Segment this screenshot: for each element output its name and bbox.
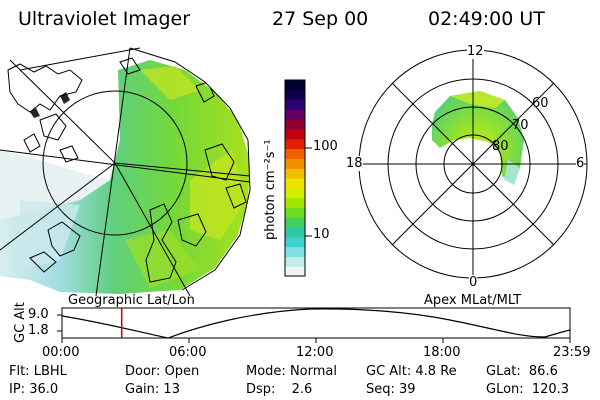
mlat-label-60: 60 — [532, 96, 549, 111]
color-scale-bar — [284, 79, 312, 277]
glon-info: GLon: 120.3 — [486, 382, 569, 397]
gcalt-label: GC Alt: — [366, 364, 412, 379]
altitude-xtick-3: 18:00 — [423, 345, 461, 360]
gcalt-value: 4.8 Re — [415, 364, 457, 379]
colorbar-swatch — [285, 119, 305, 130]
right-panel-caption: Apex MLat/MLT — [424, 293, 522, 308]
colorbar-swatch — [285, 207, 305, 218]
mlat-label-80: 80 — [492, 139, 509, 154]
colorbar-swatch — [285, 99, 305, 110]
altitude-plot — [57, 307, 571, 343]
geographic-image — [0, 47, 251, 297]
altitude-xtick-2: 12:00 — [296, 345, 334, 360]
door-info: Door: Open — [125, 364, 199, 379]
seq-label: Seq: — [366, 382, 395, 397]
ip-info: IP: 36.0 — [9, 382, 58, 397]
mlt-label-noon: 12 — [467, 44, 484, 59]
altitude-plot-frame — [61, 307, 571, 339]
ip-value: 36.0 — [29, 382, 59, 397]
dsp-label: Dsp: — [246, 382, 276, 397]
filter-value: LBHL — [33, 364, 67, 379]
colorbar-swatch — [285, 256, 305, 267]
mode-label: Mode: — [246, 364, 286, 379]
altitude-ticks — [57, 314, 571, 343]
glat-label: GLat: — [486, 364, 521, 379]
altitude-xtick-4: 23:59 — [553, 345, 591, 360]
glon-value: 120.3 — [531, 382, 570, 397]
mode-value: Normal — [289, 364, 337, 379]
colorbar-swatch — [285, 89, 305, 101]
glat-info: GLat: 86.6 — [486, 364, 558, 379]
colorbar-swatch — [285, 80, 305, 91]
colorbar-swatch — [285, 227, 305, 238]
colorbar-swatch — [285, 187, 305, 199]
colorbar-swatch — [285, 266, 305, 277]
mode-info: Mode: Normal — [246, 364, 337, 379]
colorbar-swatch — [285, 246, 305, 257]
colorbar-swatch — [285, 129, 305, 140]
gain-label: Gain: — [125, 382, 160, 397]
colorbar-units-label: photon cm⁻²s⁻¹ — [263, 139, 278, 240]
colorbar-swatch — [285, 197, 305, 208]
magnetic-polar-plot — [358, 49, 588, 279]
mlt-label-midnight: 0 — [469, 275, 478, 290]
filter-info: Flt: LBHL — [9, 364, 67, 379]
colorbar-swatch — [285, 236, 305, 248]
altitude-xtick-1: 06:00 — [169, 345, 207, 360]
glat-value: 86.6 — [528, 364, 558, 379]
colorbar-tick-10: 10 — [313, 227, 330, 242]
seq-value: 39 — [399, 382, 416, 397]
ip-label: IP: — [9, 382, 26, 397]
colorbar-tick-100: 100 — [313, 139, 338, 154]
dsp-info: Dsp: 2.6 — [246, 382, 312, 397]
altitude-ytick-high: 9.0 — [28, 307, 49, 322]
observation-date: 27 Sep 00 — [272, 8, 369, 30]
mlat-label-70: 70 — [512, 118, 529, 133]
colorbar-swatch — [285, 217, 305, 228]
glon-label: GLon: — [486, 382, 524, 397]
instrument-title: Ultraviolet Imager — [18, 8, 191, 30]
door-label: Door: — [125, 364, 161, 379]
colorbar-swatch — [285, 158, 305, 169]
colorbar-swatch — [285, 148, 305, 159]
colorbar-swatch — [285, 138, 305, 150]
colorbar-swatch — [285, 178, 305, 189]
gain-value: 13 — [163, 382, 180, 397]
altitude-curve — [61, 308, 571, 339]
altitude-xtick-0: 00:00 — [42, 345, 80, 360]
gain-info: Gain: 13 — [125, 382, 180, 397]
colorbar-swatch — [285, 168, 305, 179]
altitude-y-label: GC Alt — [13, 302, 28, 343]
door-value: Open — [164, 364, 200, 379]
colorbar-swatch — [285, 109, 305, 120]
seq-info: Seq: 39 — [366, 382, 416, 397]
observation-time: 02:49:00 UT — [428, 8, 545, 30]
mlt-label-dawn: 6 — [576, 156, 585, 171]
gcalt-info: GC Alt: 4.8 Re — [366, 364, 457, 379]
polar-grid — [358, 49, 588, 279]
dsp-value: 2.6 — [291, 382, 313, 397]
left-panel-caption: Geographic Lat/Lon — [68, 293, 195, 308]
geo-grid — [0, 47, 251, 297]
mlt-label-dusk: 18 — [346, 156, 363, 171]
altitude-ytick-low: 1.8 — [28, 323, 49, 338]
filter-label: Flt: — [9, 364, 30, 379]
